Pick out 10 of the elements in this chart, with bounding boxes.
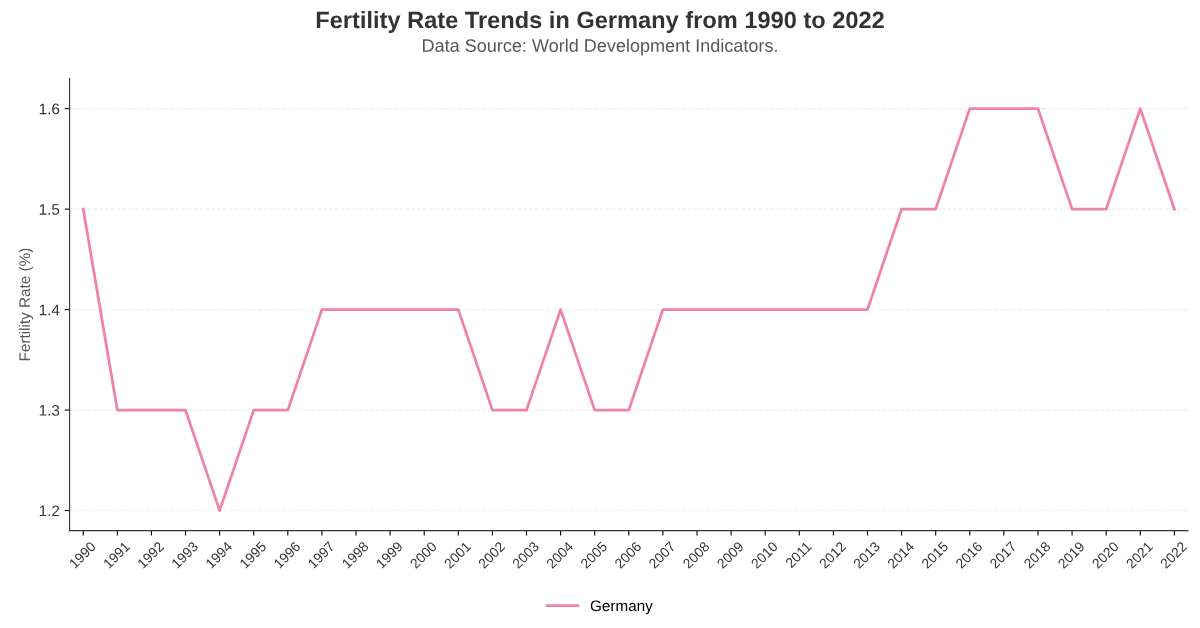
line-series	[81, 107, 1176, 512]
y-tick-label: 1.4	[39, 304, 60, 316]
y-axis-title: Fertility Rate (%)	[18, 248, 34, 361]
y-tick-label: 1.2	[39, 505, 60, 517]
chart-title: Fertility Rate Trends in Germany from 1990 to 2022	[316, 10, 884, 33]
y-tick-label: 1.6	[39, 103, 60, 115]
y-tick-label: 1.5	[39, 204, 60, 215]
legend-label: Germany	[590, 600, 653, 615]
chart-subtitle: Data Source: World Development Indicators.	[423, 38, 777, 56]
y-tick-label: 1.3	[39, 404, 60, 416]
